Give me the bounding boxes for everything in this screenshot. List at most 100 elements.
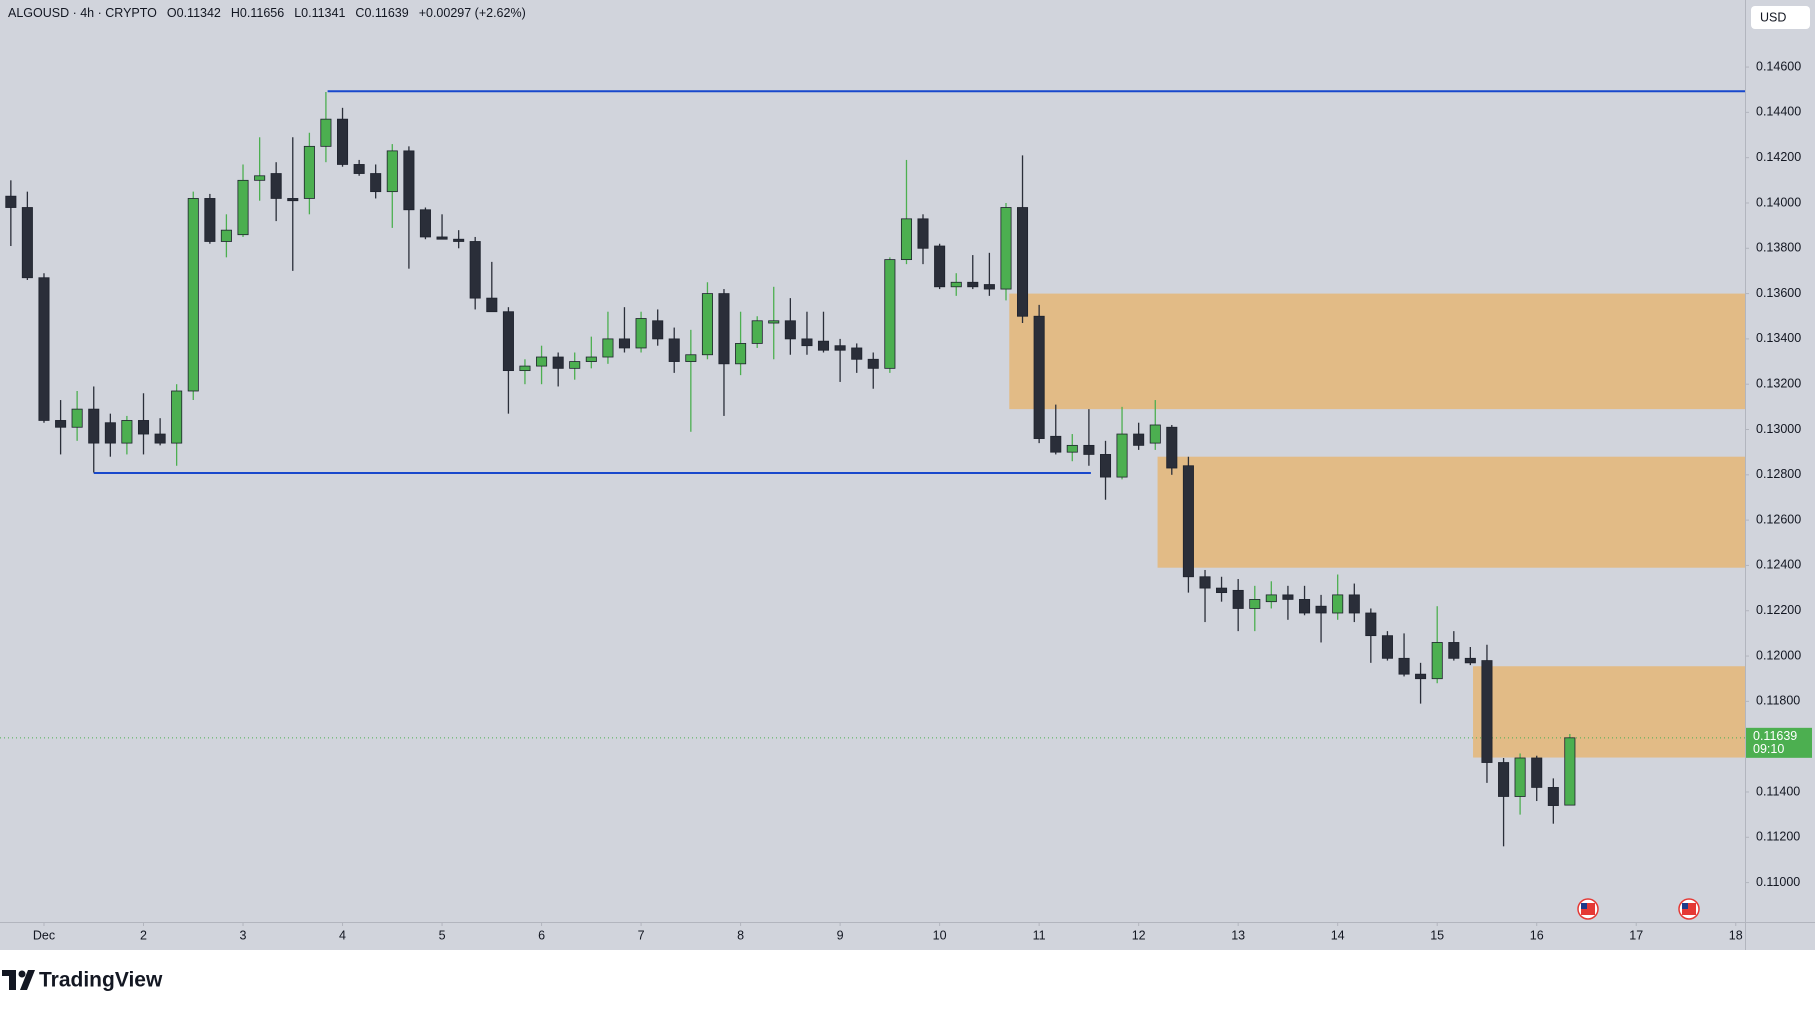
- candle-body: [1431, 642, 1443, 680]
- candle-body: [254, 175, 266, 181]
- countdown: 09:10: [1753, 742, 1784, 756]
- candle-body: [502, 311, 514, 372]
- candle-body: [668, 338, 680, 362]
- event-flag[interactable]: [1678, 898, 1700, 920]
- levels: [93, 90, 1745, 475]
- candle-body: [1381, 635, 1393, 659]
- candle-body: [701, 293, 713, 356]
- candle-body: [1531, 757, 1543, 788]
- zones: [1009, 293, 1745, 758]
- y-tick-label: 0.12000: [1756, 648, 1801, 662]
- candle-body: [784, 320, 796, 340]
- candle-body: [419, 209, 431, 238]
- candle-body: [137, 420, 150, 435]
- x-tick-label: 17: [1629, 928, 1643, 942]
- x-tick-label: 16: [1530, 928, 1544, 942]
- y-tick-label: 0.14400: [1756, 105, 1801, 119]
- candle-body: [817, 340, 830, 351]
- candle-body: [187, 198, 199, 392]
- y-tick-label: 0.13400: [1756, 331, 1801, 345]
- candle-body: [536, 356, 548, 367]
- candle-body: [1083, 444, 1095, 455]
- y-tick-label: 0.11200: [1756, 830, 1800, 844]
- candle-body: [370, 173, 382, 193]
- candle-body: [585, 356, 597, 362]
- candle-body: [5, 195, 17, 208]
- currency-button[interactable]: [1751, 6, 1810, 29]
- candle-body: [88, 408, 100, 444]
- logo-slash: [20, 970, 35, 990]
- brand-name[interactable]: TradingView: [39, 969, 163, 992]
- x-tick-label: 15: [1430, 928, 1444, 942]
- candle-body: [1514, 757, 1526, 797]
- candle-body: [486, 297, 498, 313]
- supply-zone: [1009, 293, 1745, 410]
- candle-body: [21, 207, 33, 279]
- candle-body: [1398, 657, 1410, 675]
- y-tick-label: 0.12200: [1756, 603, 1801, 617]
- candle-body: [751, 320, 763, 344]
- x-tick-label: 9: [837, 928, 844, 942]
- y-tick-label: 0.14000: [1756, 195, 1801, 209]
- candle-body: [652, 320, 664, 340]
- y-tick-label: 0.13200: [1756, 377, 1801, 391]
- x-tick-label: 10: [933, 928, 947, 942]
- candle-body: [204, 198, 216, 242]
- candle-body: [403, 150, 415, 211]
- y-tick-label: 0.11400: [1756, 784, 1800, 798]
- axes: 0.110000.112000.114000.116000.118000.120…: [33, 59, 1812, 942]
- candle-body: [768, 320, 780, 324]
- candle-body: [154, 433, 166, 444]
- y-tick-label: 0.12400: [1756, 558, 1801, 572]
- candle-body: [337, 118, 349, 165]
- y-tick-label: 0.14600: [1756, 59, 1801, 73]
- candle-body: [121, 420, 133, 444]
- ohlc-prefix: O: [167, 6, 177, 20]
- x-tick-label: 4: [339, 928, 346, 942]
- x-tick-label: 12: [1132, 928, 1146, 942]
- candle-body: [1415, 673, 1427, 680]
- x-tick-label: 13: [1231, 928, 1245, 942]
- ohlc-value: 0.11342: [177, 6, 221, 20]
- candle-body: [1348, 594, 1360, 614]
- candle-body: [1066, 444, 1078, 453]
- logo-stem: [9, 970, 16, 990]
- last-price-badge: [1746, 727, 1812, 758]
- ohlc-prefix: H: [231, 6, 240, 20]
- ohlc-prefix: L: [294, 6, 301, 20]
- y-tick-label: 0.11000: [1756, 875, 1800, 889]
- candle-body: [1265, 594, 1277, 603]
- y-tick-label: 0.12800: [1756, 467, 1801, 481]
- candles: [5, 91, 1576, 847]
- y-tick-label: 0.12600: [1756, 512, 1801, 526]
- candle-body: [1282, 594, 1294, 600]
- candle-body: [270, 173, 282, 199]
- candle-body: [1216, 587, 1228, 594]
- legend: ALGOUSD · 4h · CRYPTO O0.11342 H0.11656 L0.…: [8, 6, 526, 20]
- x-tick-label: 5: [439, 928, 446, 942]
- symbol-title: ALGOUSD · 4h · CRYPTO: [8, 6, 157, 20]
- candle-body: [1249, 599, 1261, 609]
- x-tick-label: 2: [140, 928, 147, 942]
- candle-body: [220, 229, 232, 242]
- candle-body: [1481, 660, 1493, 763]
- candle-body: [552, 356, 564, 369]
- candle-body: [1033, 315, 1045, 439]
- logo[interactable]: [2, 970, 35, 990]
- candle-body: [618, 338, 630, 349]
- event-flag[interactable]: [1577, 898, 1599, 920]
- candle-body: [1365, 612, 1377, 637]
- y-tick-label: 0.13800: [1756, 241, 1801, 255]
- candle-body: [950, 281, 962, 288]
- candle-body: [1166, 426, 1178, 469]
- candle-body: [303, 145, 315, 199]
- x-tick-label: 3: [240, 928, 247, 942]
- candle-body: [1149, 424, 1161, 444]
- candle-body: [1099, 454, 1112, 478]
- candle-body: [867, 358, 879, 369]
- x-tick-label: 7: [638, 928, 645, 942]
- candle-body: [104, 422, 116, 444]
- candle-body: [635, 318, 647, 349]
